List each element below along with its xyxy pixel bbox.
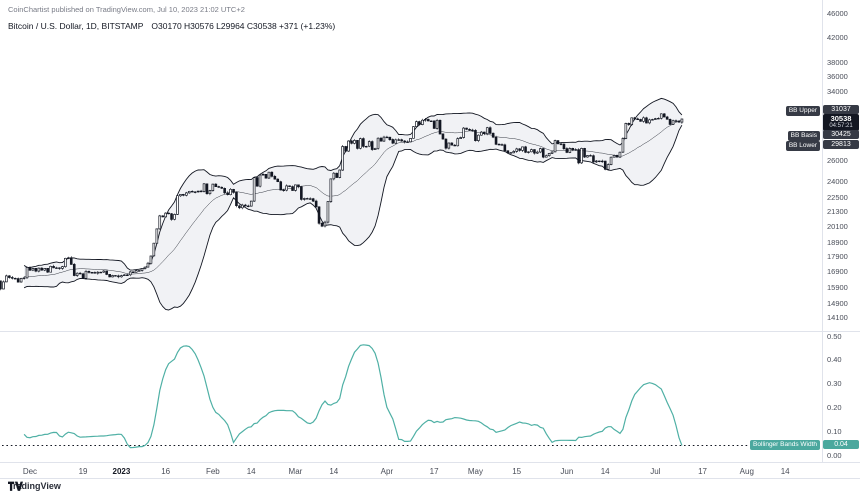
attribution-text: CoinChartist published on TradingView.co…: [8, 5, 245, 14]
price-tick: 26000: [827, 155, 848, 165]
bar-countdown: 04:57:21: [829, 123, 853, 129]
price-tick: 34000: [827, 86, 848, 96]
bb-basis-value-badge: 30425: [823, 130, 859, 139]
price-tick: 14900: [827, 299, 848, 309]
last-price-badge: 30538 04:57:21: [823, 114, 859, 131]
bb-lower-pill: BB Lower: [785, 141, 820, 151]
time-tick: 14: [600, 467, 610, 476]
time-tick: 17: [698, 467, 707, 476]
price-tick: 46000: [827, 9, 848, 19]
tradingview-logo[interactable]: TradingView: [8, 481, 61, 491]
time-tick: 15: [512, 467, 522, 476]
bb-upper-pill: BB Upper: [785, 106, 820, 116]
price-tick: 18900: [827, 238, 848, 248]
time-tick: Jun: [560, 467, 574, 476]
bbw-tick: 0.50: [827, 331, 842, 341]
price-tick: 14100: [827, 313, 848, 323]
price-tick: 22500: [827, 193, 848, 203]
time-tick: Aug: [739, 467, 754, 476]
bbw-indicator-canvas[interactable]: [0, 333, 822, 462]
time-tick: 2023: [112, 467, 131, 476]
price-axis[interactable]: 46000 42000 38000 36000 34000 26000 24000 22500…: [822, 0, 860, 462]
price-tick: 36000: [827, 72, 848, 82]
time-tick: Feb: [205, 467, 220, 476]
bbw-tick: 0.20: [827, 402, 842, 412]
time-tick: Apr: [380, 467, 394, 476]
time-tick: 14: [780, 467, 790, 476]
time-tick: 14: [329, 467, 339, 476]
bb-upper-value-badge: 31037: [823, 105, 859, 114]
price-tick: 24000: [827, 176, 848, 186]
bbw-tick: 0.40: [827, 355, 842, 365]
tradingview-logo-text: TradingView: [8, 481, 61, 491]
bbw-tick: 0.00: [827, 450, 842, 460]
time-tick: 16: [161, 467, 171, 476]
time-tick: Mar: [288, 467, 303, 476]
pane-divider[interactable]: [0, 331, 860, 332]
footer-bar: TradingView: [0, 478, 860, 493]
price-tick: 20100: [827, 222, 848, 232]
price-tick: 38000: [827, 58, 848, 68]
bbw-tick: 0.30: [827, 379, 842, 389]
time-tick: Jul: [650, 467, 661, 476]
price-tick: 42000: [827, 32, 848, 42]
time-tick: Dec: [22, 467, 38, 476]
tradingview-logo-icon: [8, 481, 23, 491]
ohlc-readout: O30170 H30576 L29964 C30538 +371 (+1.23%…: [151, 21, 336, 31]
time-tick: May: [467, 467, 483, 476]
bbw-name-pill: Bollinger Bands Width: [750, 440, 820, 450]
bb-lower-value-badge: 29813: [823, 140, 859, 149]
time-tick: 14: [246, 467, 256, 476]
symbol-title[interactable]: Bitcoin / U.S. Dollar, 1D, BITSTAMP: [8, 21, 144, 31]
time-tick: 17: [429, 467, 439, 476]
price-tick: 17900: [827, 252, 848, 262]
bbw-value-badge: 0.04: [823, 440, 859, 449]
price-tick: 16900: [827, 266, 848, 276]
main-chart-canvas[interactable]: [0, 0, 822, 331]
bbw-tick: 0.10: [827, 426, 842, 436]
price-tick: 15900: [827, 282, 848, 292]
price-tick: 21300: [827, 207, 848, 217]
last-price-value: 30538: [830, 114, 852, 123]
time-axis[interactable]: Dec 19 2023 16 Feb 14 Mar 14 Apr 17 May 15 Jun 14 Jul 1…: [0, 462, 860, 479]
bb-basis-pill: BB Basis: [787, 131, 820, 141]
time-tick: 19: [78, 467, 88, 476]
